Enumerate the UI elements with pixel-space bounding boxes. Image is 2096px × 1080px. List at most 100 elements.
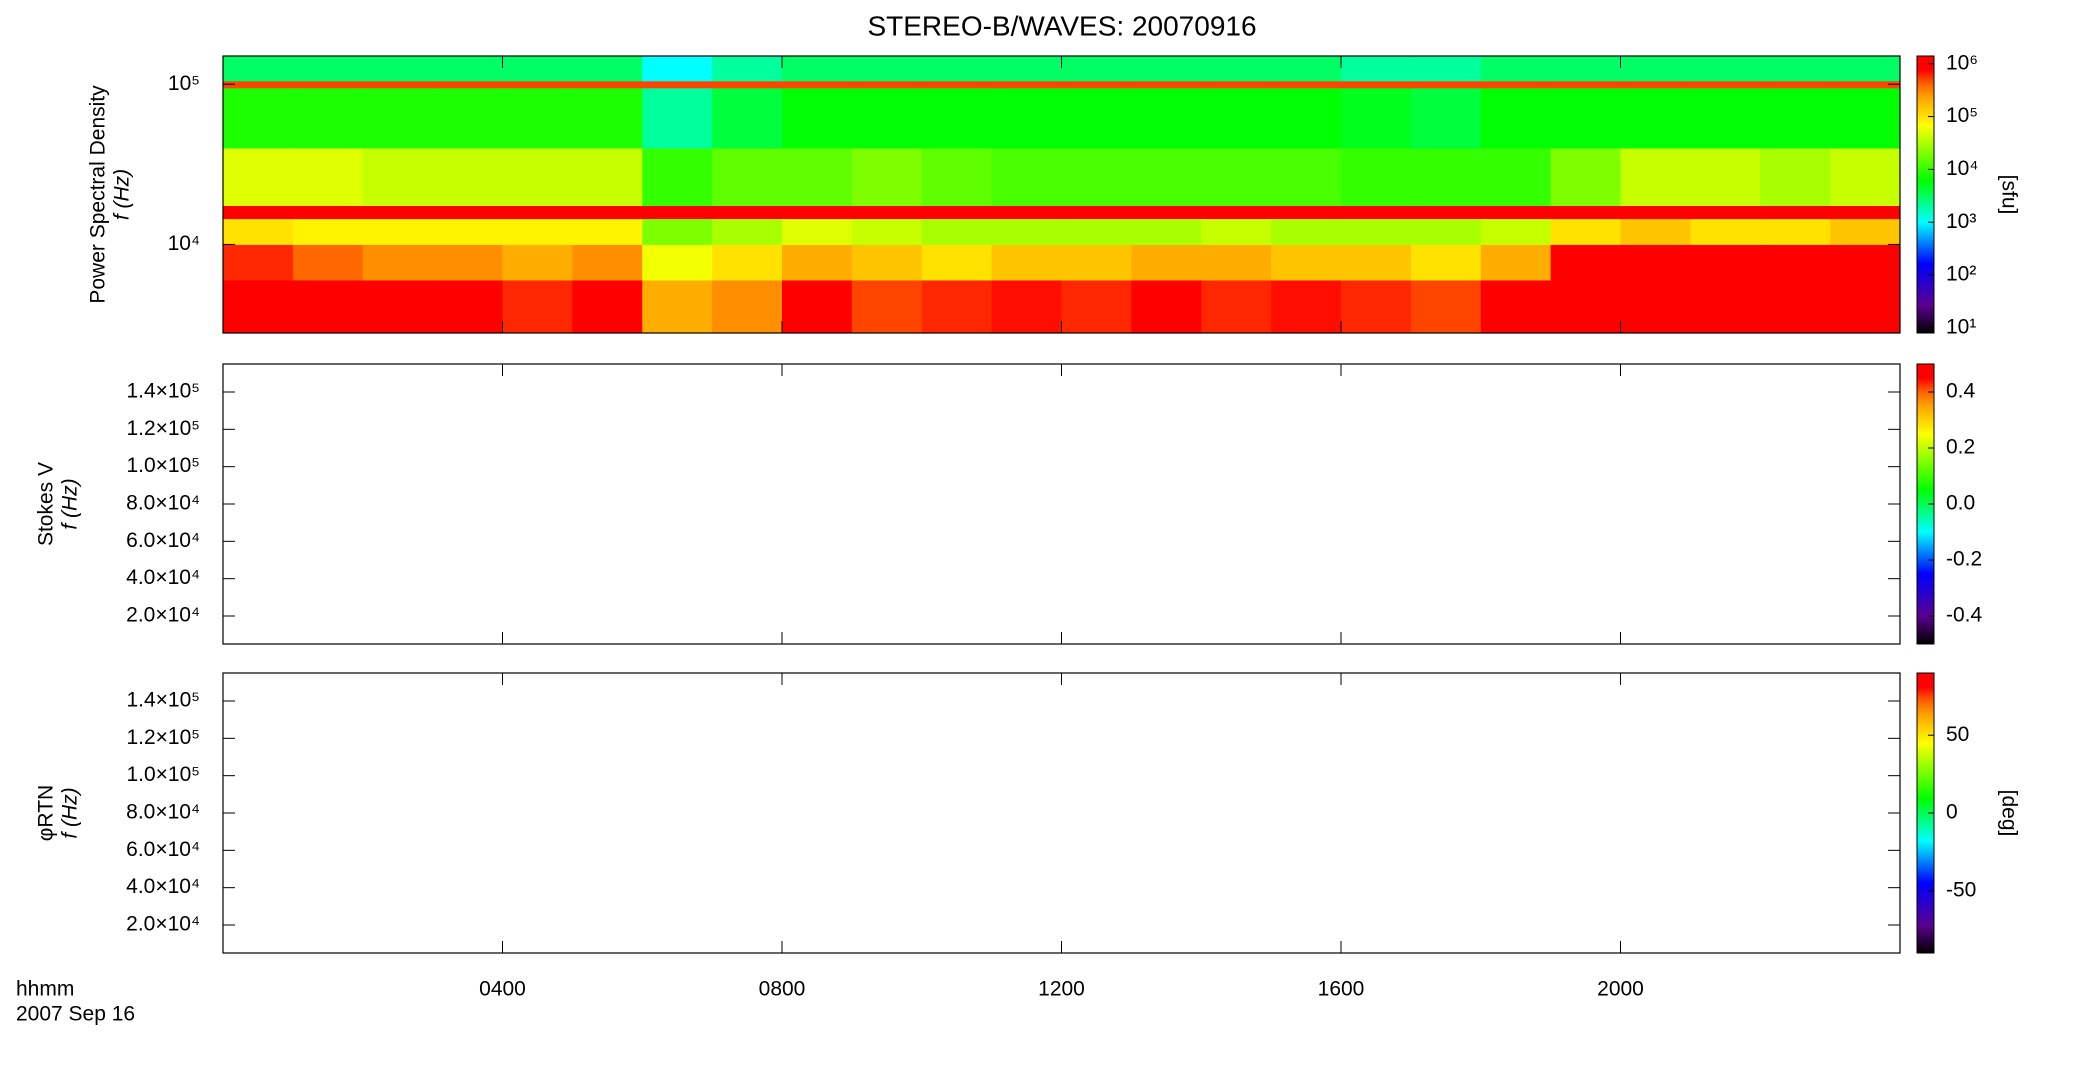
- x-axis-label: 2007 Sep 16: [16, 1003, 135, 1026]
- spectrogram-cell: [1201, 87, 1272, 149]
- spectrogram-cell: [1061, 279, 1132, 334]
- spectrogram-cell: [1410, 205, 1482, 220]
- spectrogram-cell: [1201, 56, 1272, 82]
- chart-title: STEREO-B/WAVES: 20070916: [867, 10, 1256, 41]
- spectrogram-cell: [1341, 147, 1412, 206]
- spectrogram-cell: [851, 80, 923, 89]
- spectrogram-cell: [642, 147, 713, 206]
- spectrogram-cell: [1341, 244, 1412, 281]
- spectrogram-cell: [362, 279, 434, 334]
- spectrogram-cell: [1830, 205, 1901, 220]
- spectrogram-cell: [1480, 279, 1552, 334]
- spectrogram-cell: [991, 279, 1062, 334]
- y-tick-label: 1.0×10⁵: [126, 454, 200, 477]
- spectrogram-cell: [1480, 80, 1552, 89]
- y-axis-label: f (Hz): [59, 787, 82, 838]
- colorbar-tick-label: 10²: [1946, 263, 1976, 286]
- spectrogram-cell: [1550, 218, 1621, 245]
- spectrogram-cell: [1620, 87, 1691, 149]
- spectrogram-cell: [1271, 279, 1342, 334]
- colorbar-tick-label: 50: [1946, 723, 1969, 746]
- spectrogram-cell: [1830, 279, 1901, 334]
- spectrogram-cell: [712, 279, 783, 334]
- spectrogram-cell: [1830, 147, 1901, 206]
- spectrogram-cell: [1690, 205, 1761, 220]
- spectrogram-cell: [502, 218, 573, 245]
- spectrogram-cell: [712, 56, 783, 82]
- spectrogram-cell: [991, 244, 1062, 281]
- spectrogram-cell: [921, 279, 993, 334]
- spectrogram-cell: [1690, 80, 1761, 89]
- spectrogram-cell: [851, 87, 923, 149]
- spectrogram-cell: [502, 244, 573, 281]
- spectrogram-cell: [851, 244, 923, 281]
- spectrogram-cell: [1620, 244, 1691, 281]
- spectrogram-cell: [1061, 80, 1132, 89]
- x-tick-label: 1600: [1318, 978, 1365, 1001]
- spectrogram-cell: [1690, 218, 1761, 245]
- spectrogram-cell: [1201, 205, 1272, 220]
- spectrogram-cell: [572, 279, 643, 334]
- spectrogram-cell: [1271, 147, 1342, 206]
- spectrogram-cell: [1061, 205, 1132, 220]
- spectrogram-cell: [223, 218, 294, 245]
- y-tick-label: 8.0×10⁴: [126, 492, 200, 515]
- spectrogram-cell: [1760, 56, 1831, 82]
- spectrogram-cell: [1620, 147, 1691, 206]
- spectrogram-cell: [921, 218, 993, 245]
- spectrogram-cell: [1690, 56, 1761, 82]
- spectrogram-cell: [642, 205, 713, 220]
- spectrogram-cell: [292, 244, 364, 281]
- plot-frame: [222, 672, 1901, 954]
- spectrogram-cell: [572, 147, 643, 206]
- spectrogram-cell: [1480, 56, 1552, 82]
- x-tick-label: 0800: [759, 978, 806, 1001]
- x-tick-label: 2000: [1597, 978, 1644, 1001]
- spectrogram-cell: [572, 56, 643, 82]
- spectrogram-cell: [642, 244, 713, 281]
- spectrogram-cell: [1620, 80, 1691, 89]
- spectrogram-cell: [572, 87, 643, 149]
- colorbar: [1916, 55, 1935, 334]
- spectrogram-cell: [1760, 279, 1831, 334]
- spectrogram-cell: [782, 218, 853, 245]
- x-tick-label: 1200: [1038, 978, 1085, 1001]
- spectrogram-cell: [223, 147, 294, 206]
- spectrogram-cell: [432, 218, 503, 245]
- spectrogram-cell: [921, 147, 993, 206]
- spectrogram-cell: [432, 147, 503, 206]
- spectrogram-cell: [362, 147, 434, 206]
- spectrogram-cell: [782, 56, 853, 82]
- spectrogram-cell: [362, 56, 434, 82]
- y-tick-label: 1.4×10⁵: [126, 380, 200, 403]
- colorbar-tick-label: -0.4: [1946, 604, 1983, 627]
- spectrogram-cell: [223, 87, 294, 149]
- spectrogram-cell: [572, 80, 643, 89]
- spectrogram-cell: [572, 205, 643, 220]
- spectrogram-cell: [432, 56, 503, 82]
- spectrogram-cell: [712, 87, 783, 149]
- spectrogram-cell: [1830, 244, 1901, 281]
- spectrogram-cell: [991, 80, 1062, 89]
- spectrogram-cell: [1760, 218, 1831, 245]
- y-tick-label: 8.0×10⁴: [126, 801, 200, 824]
- spectrogram-cell: [502, 87, 573, 149]
- y-axis-label: Power Spectral Density: [87, 85, 110, 304]
- colorbar-tick-label: -50: [1946, 878, 1976, 901]
- spectrogram-cell: [1131, 80, 1202, 89]
- spectrogram-cell: [1480, 147, 1552, 206]
- colorbar-tick-label: 0: [1946, 801, 1958, 824]
- y-tick-label: 10⁵: [168, 72, 200, 95]
- spectrogram-cell: [642, 80, 713, 89]
- y-tick-label: 2.0×10⁴: [126, 913, 200, 936]
- colorbar-tick-label: 0.0: [1946, 492, 1975, 515]
- spectrogram-cell: [712, 147, 783, 206]
- spectrogram-cell: [432, 87, 503, 149]
- spectrogram-cell: [1550, 279, 1621, 334]
- spectrogram-cell: [991, 218, 1062, 245]
- y-axis-label: f (Hz): [59, 478, 82, 529]
- spectrogram-cell: [851, 218, 923, 245]
- spectrogram-cell: [712, 244, 783, 281]
- spectrogram-cell: [851, 56, 923, 82]
